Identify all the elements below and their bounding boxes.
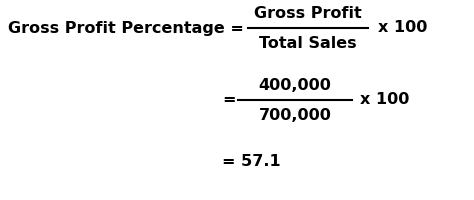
Text: =: = bbox=[222, 92, 236, 108]
Text: 400,000: 400,000 bbox=[258, 77, 331, 92]
Text: Gross Profit: Gross Profit bbox=[254, 5, 362, 21]
Text: 700,000: 700,000 bbox=[258, 108, 331, 123]
Text: = 57.1: = 57.1 bbox=[222, 154, 281, 170]
Text: Total Sales: Total Sales bbox=[259, 36, 357, 51]
Text: Gross Profit Percentage =: Gross Profit Percentage = bbox=[8, 21, 249, 36]
Text: x 100: x 100 bbox=[378, 21, 428, 36]
Text: x 100: x 100 bbox=[360, 92, 410, 108]
